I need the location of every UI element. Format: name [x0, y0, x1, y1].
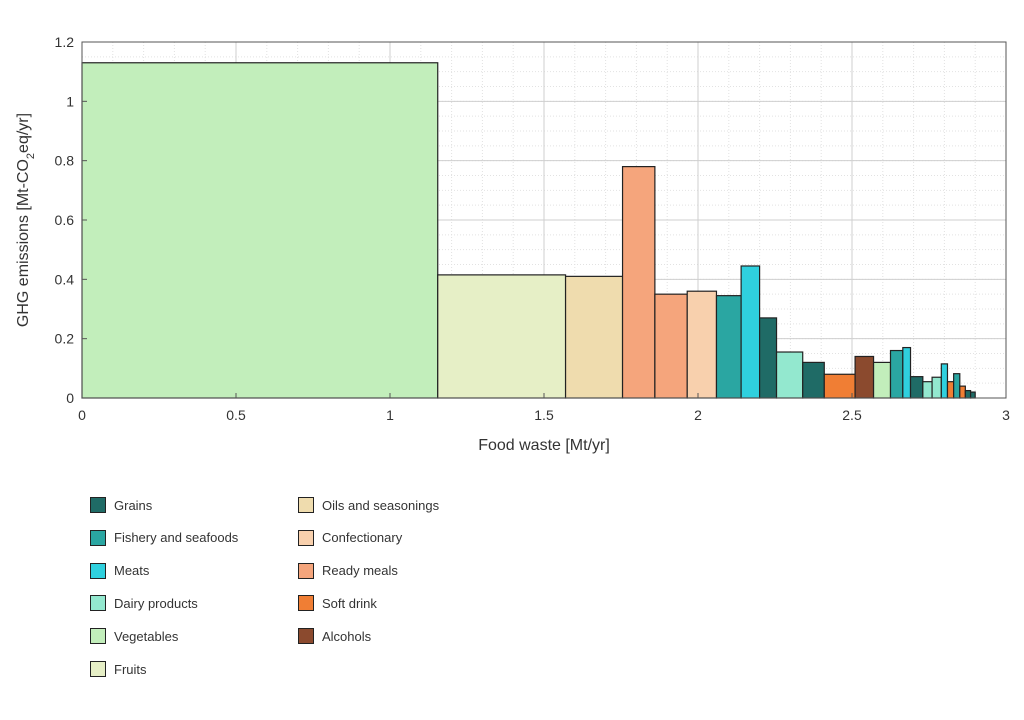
bar-grains — [909, 376, 924, 399]
x-axis-label: Food waste [Mt/yr] — [478, 437, 610, 454]
legend-item: Fishery and seafoods — [90, 529, 238, 547]
legend-label: Ready meals — [322, 563, 398, 579]
bar-ready-meals — [621, 166, 656, 399]
x-axis-ticks: 0 0.5 1 1.5 2 2.5 3 — [78, 393, 1010, 423]
bar-dairy-products — [931, 376, 942, 399]
legend-swatch — [90, 628, 106, 645]
legend-item: Soft drink — [298, 594, 377, 612]
bar-soft-drink — [959, 385, 966, 399]
legend-swatch — [298, 529, 314, 546]
legend-item: Ready meals — [298, 562, 398, 580]
legend-item: Dairy products — [90, 594, 198, 612]
x-tick-label: 0 — [78, 407, 86, 423]
x-tick-label: 3 — [1002, 407, 1010, 423]
bar-soft-drink — [946, 381, 955, 399]
bar-vegetables — [872, 361, 892, 399]
legend-label: Alcohols — [322, 628, 372, 644]
legend-item: Alcohols — [298, 627, 371, 645]
y-tick-label: 0.8 — [55, 153, 75, 169]
legend-label: Fruits — [114, 661, 147, 677]
legend-swatch — [298, 497, 314, 513]
legend-item: Meats — [90, 562, 149, 580]
bar-soft-drink — [823, 373, 856, 399]
legend-item: Grains — [90, 496, 152, 514]
y-axis-ticks: 0 0.2 0.4 0.6 0.8 1 1.2 — [55, 34, 87, 406]
bar-oils-and-seasonings — [564, 275, 624, 399]
bar-grains — [802, 361, 825, 399]
y-tick-label: 1 — [66, 93, 74, 109]
x-tick-label: 2 — [694, 407, 702, 423]
bar-grains — [964, 389, 972, 399]
y-tick-label: 0.2 — [55, 331, 75, 347]
x-tick-label: 1.5 — [534, 407, 554, 423]
bar-fishery-and-seafoods — [715, 295, 742, 399]
legend-swatch — [90, 529, 106, 546]
legend-label: Dairy products — [114, 595, 198, 611]
bar-meats — [740, 265, 761, 399]
x-tick-label: 2.5 — [842, 407, 862, 423]
legend-item: Fruits — [90, 660, 147, 678]
bar-meats — [940, 363, 949, 399]
legend-swatch — [90, 497, 106, 513]
bars-group — [81, 62, 976, 399]
bar-ready-meals — [654, 293, 688, 399]
x-tick-label: 0.5 — [226, 407, 246, 423]
legend-swatch — [90, 595, 106, 612]
legend-item: Vegetables — [90, 627, 178, 645]
bar-dairy-products — [922, 381, 933, 399]
bar-alcohols — [854, 355, 875, 399]
y-tick-label: 0.4 — [55, 271, 75, 287]
legend: Grains Fishery and seafoods Meats Dairy pro… — [90, 496, 510, 696]
legend-swatch — [298, 562, 314, 579]
legend-swatch — [298, 595, 314, 612]
bar-fishery-and-seafoods — [889, 349, 904, 399]
bar-grains — [758, 317, 778, 399]
legend-swatch — [90, 661, 106, 677]
bar-fruits — [437, 274, 567, 399]
bar-vegetables — [81, 62, 439, 399]
legend-label: Vegetables — [114, 628, 179, 644]
chart-svg: 0 0.5 1 1.5 2 2.5 3 0 0.2 0.4 0.6 0.8 1 1.2 Food was… — [15, 34, 1010, 454]
y-tick-label: 1.2 — [55, 34, 75, 50]
legend-label: Oils and seasonings — [322, 497, 440, 513]
bar-fishery-and-seafoods — [953, 373, 961, 399]
legend-item: Confectionary — [298, 529, 402, 547]
legend-swatch — [298, 628, 314, 645]
x-tick-label: 1 — [386, 407, 394, 423]
legend-label: Grains — [114, 497, 153, 513]
bar-grains — [969, 391, 976, 399]
bar-dairy-products — [775, 351, 804, 399]
legend-label: Confectionary — [322, 530, 403, 546]
y-tick-label: 0 — [66, 390, 74, 406]
legend-label: Meats — [114, 563, 150, 579]
y-axis-label: GHG emissions [Mt-CO2eq/yr] — [15, 113, 37, 327]
bar-meats — [902, 346, 912, 399]
legend-label: Fishery and seafoods — [114, 530, 239, 546]
y-tick-label: 0.6 — [55, 212, 75, 228]
legend-swatch — [90, 562, 106, 579]
legend-item: Oils and seasonings — [298, 496, 439, 514]
bar-confectionary — [686, 290, 718, 399]
legend-label: Soft drink — [322, 595, 377, 611]
